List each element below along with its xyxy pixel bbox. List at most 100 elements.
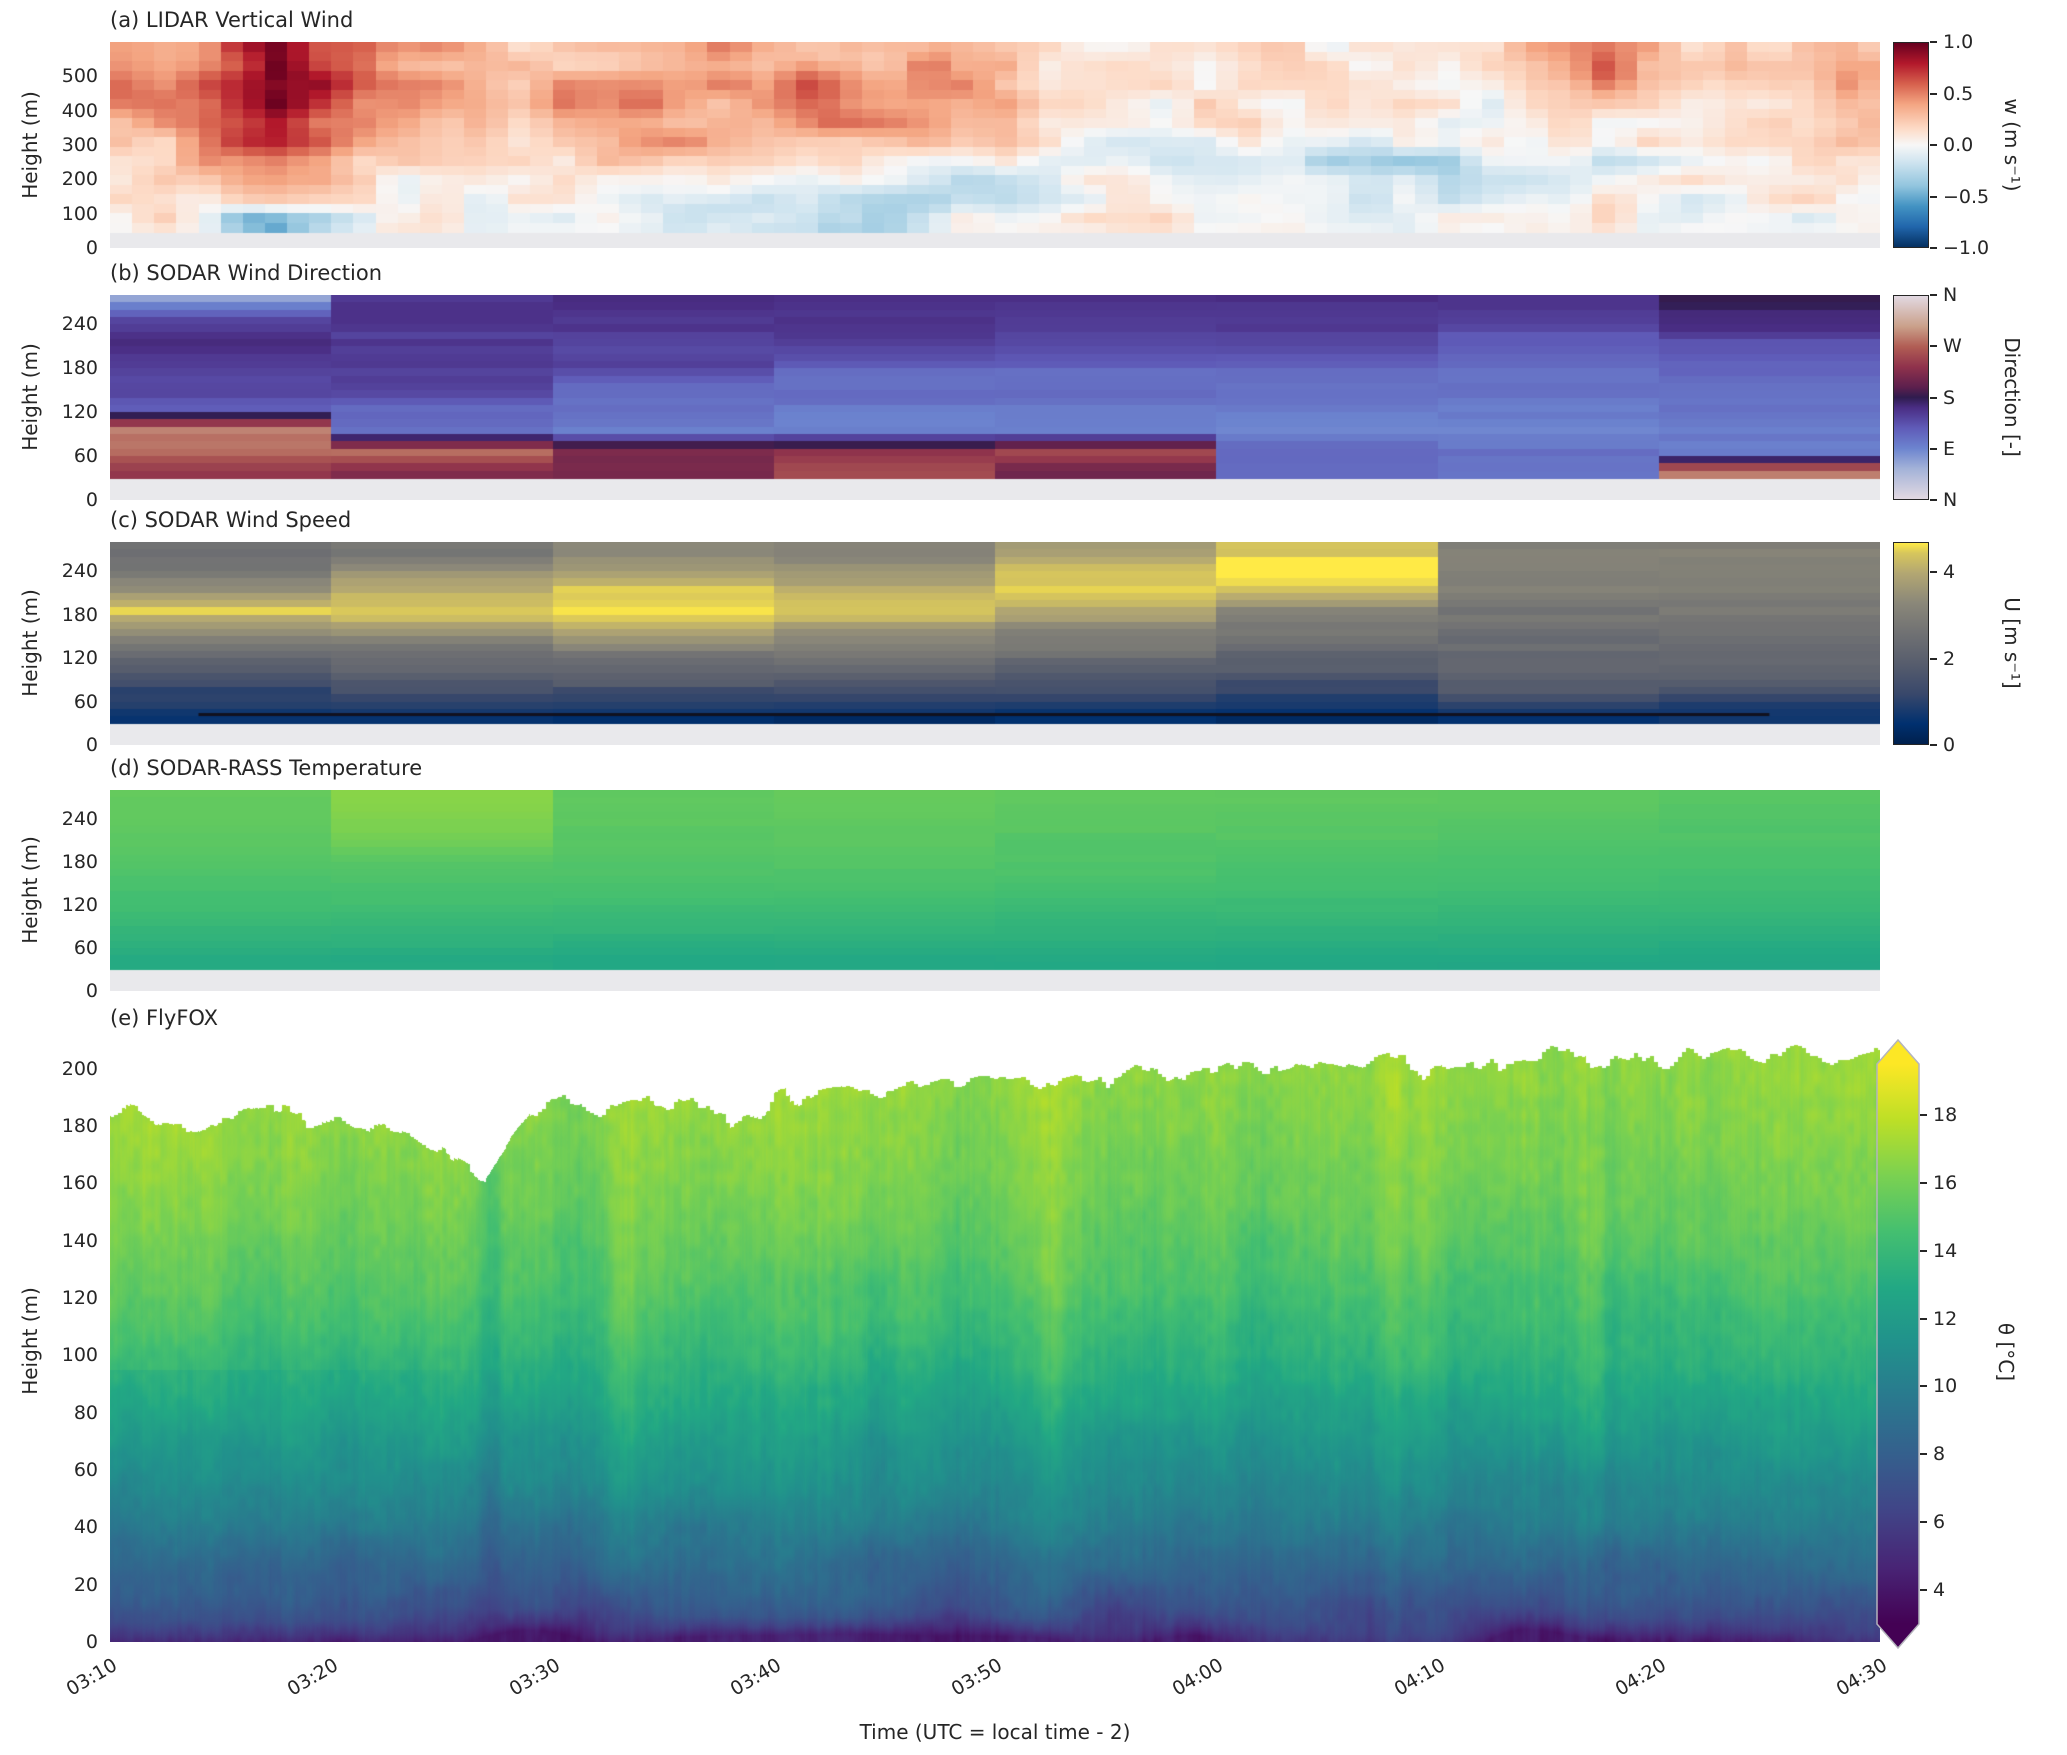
x-axis-label: Time (UTC = local time - 2) [859,1720,1131,1744]
colorbar-tick-mark [1930,499,1937,501]
colorbar-tick-label: S [1943,386,1956,409]
y-tick-label-b: 240 [61,313,98,336]
y-tick-label-d: 60 [73,936,98,959]
panel-b-title: (b) SODAR Wind Direction [110,261,383,285]
panel-c-heatmap [110,542,1880,745]
panel-c-colorbar-label: U [m s⁻¹] [2000,597,2024,689]
x-tick-label: 03:10 [62,1654,121,1701]
y-tick-label-e: 140 [61,1229,98,1252]
y-tick-label-a: 400 [61,99,98,122]
panel-e-heatmap [110,1040,1880,1642]
colorbar-tick-label: E [1943,437,1956,460]
panel-a-colorbar [1893,42,1929,248]
y-tick-label-b: 120 [61,401,98,424]
colorbar-tick-mark [1930,247,1937,249]
colorbar-tick-label: 16 [1933,1171,1958,1194]
panel-a-heatmap [110,42,1880,248]
y-tick-label-e: 40 [73,1516,98,1539]
y-tick-label-a: 200 [61,168,98,191]
y-tick-label-a: 100 [61,202,98,225]
y-tick-label-a: 0 [85,237,98,259]
colorbar-tick-label: 4 [1933,1579,1946,1602]
colorbar-tick-mark [1930,195,1937,198]
colorbar-tick-label: 0.0 [1943,134,1974,156]
panel-e-colorbar [1876,1039,1920,1649]
y-tick-label-e: 80 [73,1401,98,1424]
panel-b-heatmap [110,295,1880,500]
x-tick-label: 03:30 [505,1654,564,1701]
colorbar-tick-mark [1930,92,1937,95]
y-tick-label-b: 180 [61,357,98,380]
colorbar-tick-label: 18 [1933,1103,1958,1126]
colorbar-tick-label: W [1943,335,1962,358]
panel-d-heatmap [110,790,1880,991]
panel-e-colorbar-shape [1876,1039,1920,1649]
panel-a-colorbar-label: w (m s⁻¹) [2000,98,2024,192]
y-tick-label-c: 0 [85,734,98,756]
colorbar-tick-label: 10 [1933,1375,1958,1398]
panel-a-title: (a) LIDAR Vertical Wind [110,8,354,32]
colorbar-tick-mark [1930,657,1937,660]
colorbar-tick-label: 14 [1933,1239,1958,1262]
panel-c-colorbar [1893,542,1929,745]
panel-d-title: (d) SODAR-RASS Temperature [110,756,423,780]
colorbar-tick-mark [1920,1521,1927,1524]
y-tick-label-b: 60 [73,445,98,468]
colorbar-tick-mark [1930,41,1937,43]
panel-b-colorbar [1893,295,1929,500]
colorbar-tick-mark [1930,345,1937,348]
colorbar-tick-mark [1930,294,1937,296]
y-tick-label-c: 120 [61,647,98,669]
y-tick-label-d: 120 [61,893,98,916]
y-tick-label-e: 200 [61,1057,98,1080]
colorbar-tick-mark [1930,447,1937,450]
colorbar-tick-mark [1920,1113,1927,1116]
colorbar-tick-mark [1920,1181,1927,1184]
colorbar-tick-mark [1930,571,1937,574]
colorbar-tick-label: 0 [1943,734,1956,756]
y-tick-label-e: 180 [61,1115,98,1137]
colorbar-tick-label: N [1943,284,1958,306]
x-tick-label: 04:10 [1390,1654,1449,1701]
y-tick-label-d: 240 [61,807,98,830]
panel-b-colorbar-label: Direction [-] [2000,337,2024,457]
y-tick-label-e: 0 [85,1631,98,1653]
colorbar-tick-mark [1920,1385,1927,1388]
colorbar-tick-label: 12 [1933,1307,1958,1330]
colorbar-tick-label: 8 [1933,1443,1946,1466]
y-tick-label-c: 240 [61,560,98,582]
colorbar-tick-mark [1920,1249,1927,1252]
y-tick-label-b: 0 [85,489,98,511]
colorbar-tick-label: 2 [1943,647,1956,670]
x-tick-label: 04:00 [1168,1654,1228,1701]
colorbar-tick-label: N [1943,489,1958,511]
colorbar-tick-label: 6 [1933,1511,1946,1534]
x-tick-label: 04:30 [1832,1654,1891,1701]
colorbar-tick-label: −0.5 [1943,185,1990,208]
panel-c-title: (c) SODAR Wind Speed [110,508,352,532]
panel-e-title: (e) FlyFOX [110,1006,218,1030]
colorbar-tick-label: 4 [1943,561,1956,584]
colorbar-tick-label: 1.0 [1943,31,1974,53]
y-tick-label-e: 100 [61,1344,98,1367]
y-tick-label-e: 120 [61,1287,98,1309]
x-tick-label: 03:40 [726,1654,785,1701]
y-tick-label-e: 160 [61,1172,98,1195]
panel-e-colorbar-label: θ [°C] [1994,1322,2018,1382]
y-tick-label-d: 0 [85,980,98,1002]
y-tick-label-e: 60 [73,1459,98,1481]
colorbar-tick-mark [1920,1453,1927,1456]
colorbar-tick-mark [1930,744,1937,746]
colorbar-tick-mark [1930,396,1937,399]
y-tick-label-e: 20 [73,1573,98,1596]
x-tick-label: 04:20 [1611,1654,1670,1701]
y-tick-label-d: 180 [61,850,98,873]
colorbar-tick-mark [1920,1589,1927,1592]
colorbar-tick-label: 0.5 [1943,82,1974,105]
colorbar-tick-mark [1920,1317,1927,1320]
y-tick-label-a: 500 [61,65,98,88]
x-tick-label: 03:20 [283,1654,343,1701]
y-tick-label-c: 180 [61,603,98,626]
y-tick-label-c: 60 [73,690,98,713]
